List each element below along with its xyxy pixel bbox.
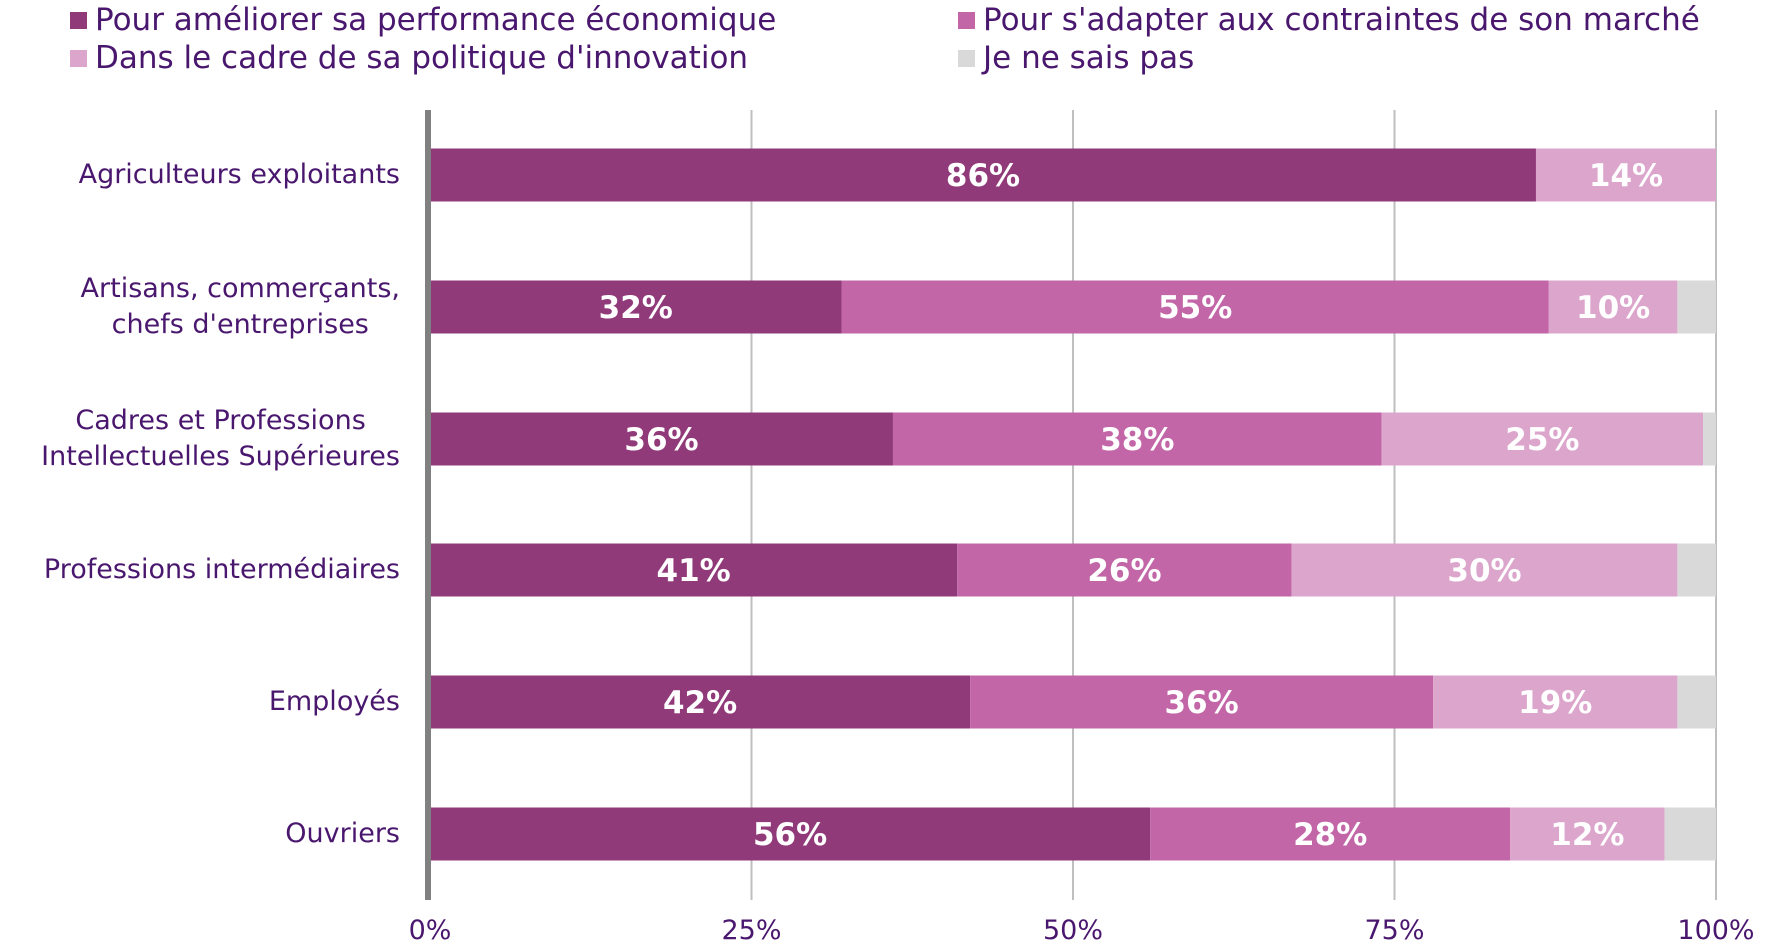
- legend-item: Je ne sais pas: [958, 40, 1194, 76]
- bar-segment: [1510, 807, 1665, 861]
- bar-segment: [1291, 543, 1678, 597]
- data-label: 36%: [1164, 685, 1238, 721]
- legend-item: Pour améliorer sa performance économique: [70, 2, 776, 38]
- bar-segment: [1381, 412, 1704, 466]
- data-label: 26%: [1087, 553, 1161, 589]
- bar-segment: [430, 807, 1151, 861]
- bar-segment: [1664, 807, 1716, 861]
- chart-legend: Pour améliorer sa performance économique…: [0, 0, 1773, 90]
- legend-swatch: [958, 11, 975, 29]
- bar-segment: [430, 675, 971, 729]
- bar-segment: [957, 543, 1292, 597]
- category-label: Agriculteurs exploitants: [78, 159, 400, 190]
- legend-swatch: [958, 49, 975, 67]
- x-tick-label: 75%: [1364, 915, 1425, 946]
- x-tick-label: 0%: [408, 915, 452, 946]
- data-label: 86%: [946, 158, 1020, 194]
- bar-segment: [1677, 280, 1716, 334]
- x-tick-label: 100%: [1677, 915, 1755, 946]
- data-label: 14%: [1589, 158, 1663, 194]
- legend-swatch: [70, 49, 87, 67]
- data-label: 36%: [624, 422, 698, 458]
- legend-label: Pour améliorer sa performance économique: [95, 2, 777, 38]
- data-label: 28%: [1293, 817, 1367, 853]
- bar-segment: [1677, 675, 1716, 729]
- data-label: 12%: [1550, 817, 1624, 853]
- bar-segment: [430, 280, 842, 334]
- bar-segment: [430, 412, 893, 466]
- bar-segment: [1150, 807, 1511, 861]
- bar-segment: [1703, 412, 1716, 466]
- data-label: 30%: [1447, 553, 1521, 589]
- bar-segment: [892, 412, 1382, 466]
- bar-segment: [430, 543, 958, 597]
- data-label: 38%: [1100, 422, 1174, 458]
- legend-item: Pour s'adapter aux contraintes de son ma…: [958, 2, 1700, 38]
- bar-segment: [1535, 148, 1716, 202]
- x-tick-label: 25%: [721, 915, 782, 946]
- legend-label: Je ne sais pas: [983, 40, 1195, 76]
- legend-label: Dans le cadre de sa politique d'innovati…: [95, 40, 749, 76]
- data-label: 32%: [599, 290, 673, 326]
- bar-segment: [970, 675, 1434, 729]
- category-label: Employés: [268, 686, 400, 717]
- data-label: 55%: [1158, 290, 1232, 326]
- bar-segment: [1677, 543, 1716, 597]
- bar-segment: [1548, 280, 1678, 334]
- category-label: Ouvriers: [285, 818, 400, 849]
- bar-segment: [841, 280, 1549, 334]
- bar-segment: [430, 148, 1536, 202]
- data-label: 41%: [657, 553, 731, 589]
- legend-item: Dans le cadre de sa politique d'innovati…: [70, 40, 748, 76]
- category-label: Artisans, commerçants, chefs d'entreprise…: [80, 273, 400, 340]
- data-label: 25%: [1505, 422, 1579, 458]
- x-tick-label: 50%: [1042, 915, 1104, 946]
- legend-label: Pour s'adapter aux contraintes de son ma…: [983, 2, 1700, 38]
- legend-swatch: [70, 11, 87, 29]
- category-label: Cadres et Professions Intellectuelles Sup…: [41, 405, 400, 472]
- bar-segment: [1433, 675, 1678, 729]
- data-label: 10%: [1576, 290, 1650, 326]
- data-label: 56%: [753, 817, 827, 853]
- data-label: 42%: [663, 685, 737, 721]
- data-label: 19%: [1518, 685, 1592, 721]
- category-label: Professions intermédiaires: [43, 554, 400, 585]
